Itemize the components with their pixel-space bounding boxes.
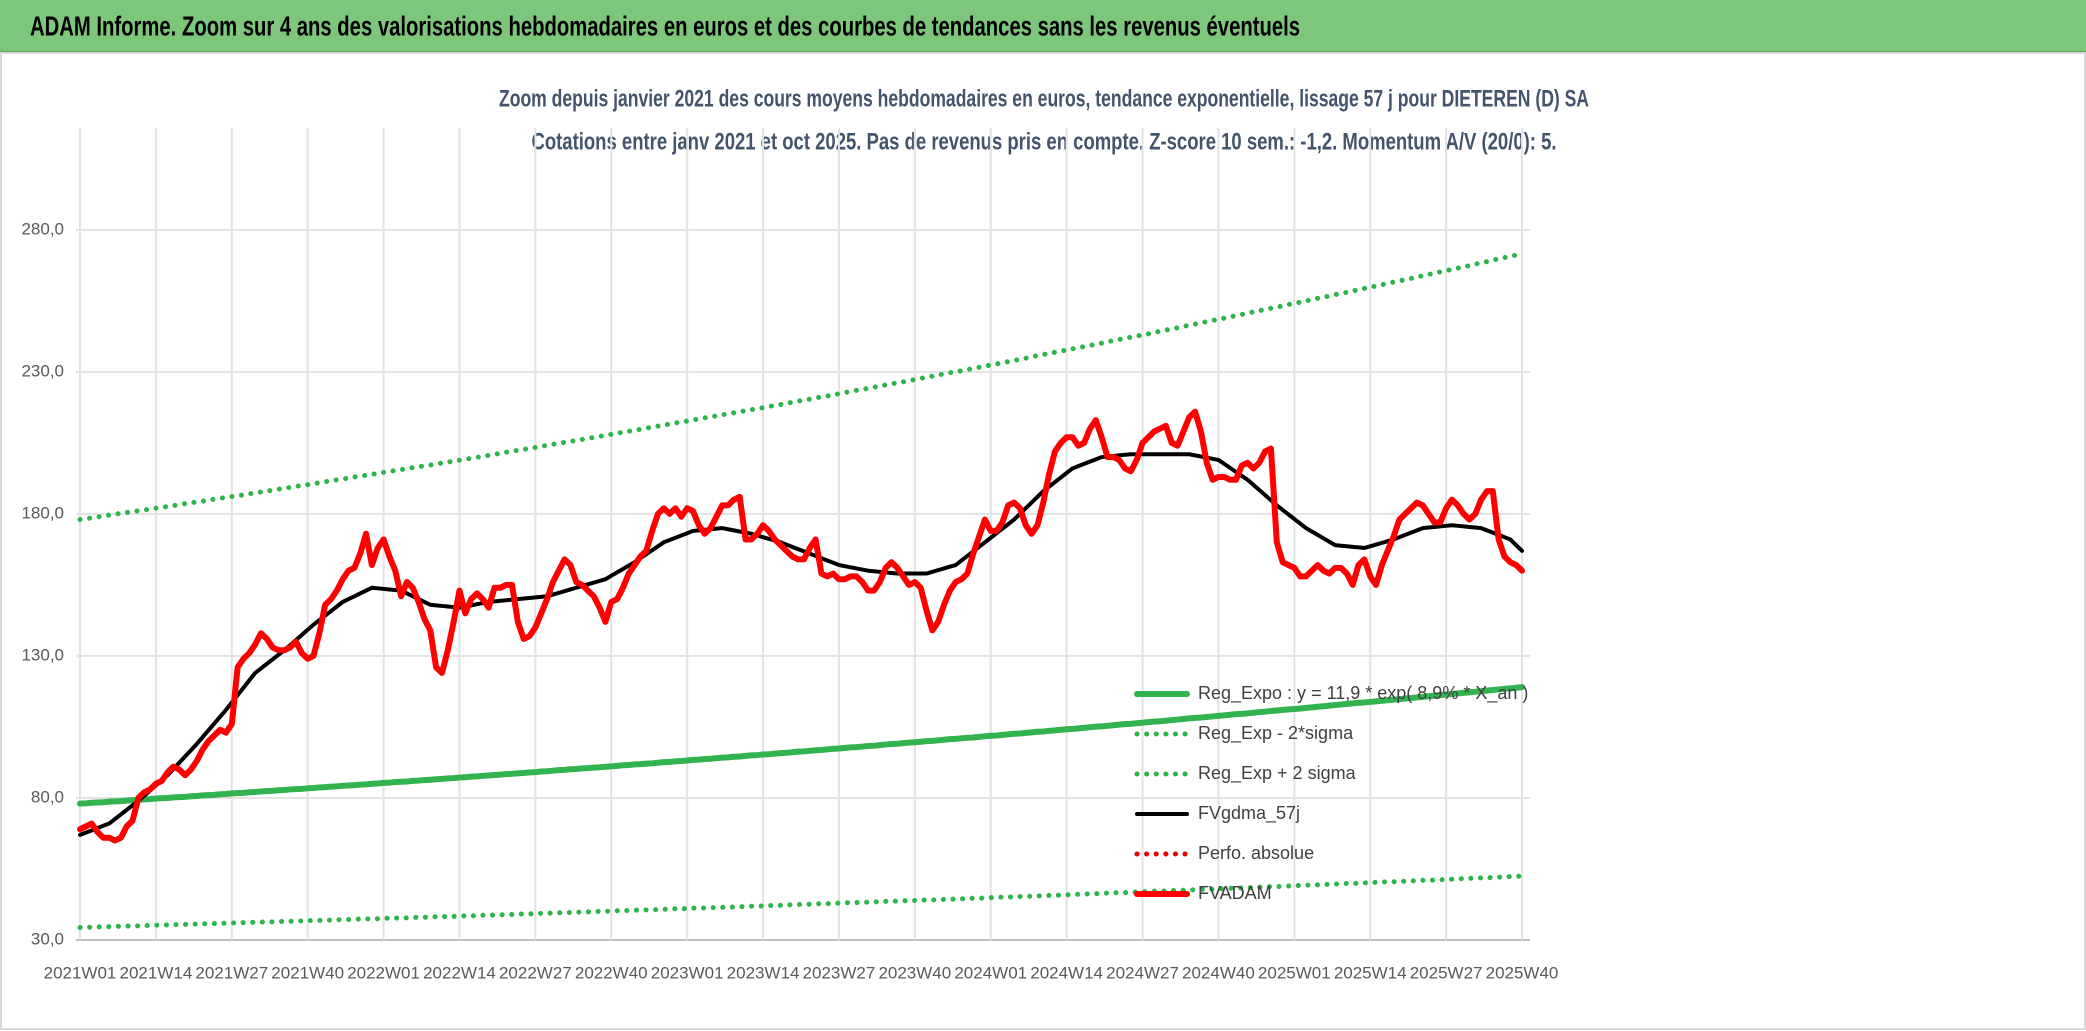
- x-tick-label: 2021W01: [44, 963, 117, 982]
- header-title: ADAM Informe. Zoom sur 4 ans des valoris…: [30, 10, 1300, 41]
- x-tick-label: 2022W01: [347, 963, 420, 982]
- x-tick-label: 2023W40: [878, 963, 951, 982]
- x-tick-label: 2022W27: [499, 963, 572, 982]
- y-tick-label: 280,0: [21, 219, 64, 238]
- legend-label: FVADAM: [1198, 883, 1272, 903]
- legend-label: Perfo. absolue: [1198, 843, 1314, 863]
- x-tick-label: 2024W01: [954, 963, 1027, 982]
- x-tick-label: 2021W40: [271, 963, 344, 982]
- y-tick-label: 130,0: [21, 645, 64, 664]
- x-tick-label: 2021W14: [120, 963, 193, 982]
- y-tick-label: 80,0: [31, 787, 64, 806]
- series-line: [77, 408, 1525, 844]
- x-tick-label: 2024W27: [1106, 963, 1179, 982]
- legend-label: FVgdma_57j: [1198, 803, 1300, 824]
- x-tick-label: 2021W27: [195, 963, 268, 982]
- chart-border: [0, 52, 2086, 1030]
- x-tick-label: 2025W40: [1486, 963, 1559, 982]
- x-tick-label: 2022W14: [423, 963, 496, 982]
- chart-title: Zoom depuis janvier 2021 des cours moyen…: [499, 85, 1589, 112]
- x-tick-label: 2024W40: [1182, 963, 1255, 982]
- y-tick-label: 30,0: [31, 929, 64, 948]
- legend-label: Reg_Exp - 2*sigma: [1198, 723, 1354, 744]
- y-tick-label: 180,0: [21, 503, 64, 522]
- x-tick-label: 2022W40: [575, 963, 648, 982]
- x-tick-label: 2025W14: [1334, 963, 1407, 982]
- x-tick-label: 2023W01: [651, 963, 724, 982]
- legend-label: Reg_Exp + 2 sigma: [1198, 763, 1357, 784]
- series-line: [77, 251, 1525, 523]
- header-bar: [0, 0, 2086, 52]
- y-tick-label: 230,0: [21, 361, 64, 380]
- x-tick-label: 2023W27: [803, 963, 876, 982]
- legend: Reg_Expo : y = 11,9 * exp( 8,9% * X_an )…: [1134, 683, 1528, 903]
- series-line: [77, 684, 1525, 807]
- plot: [77, 251, 1525, 930]
- series-line: [77, 873, 1525, 930]
- x-tick-label: 2025W27: [1410, 963, 1483, 982]
- x-tick-label: 2025W01: [1258, 963, 1331, 982]
- chart-subtitle: Cotations entre janv 2021 et oct 2025. P…: [532, 128, 1557, 155]
- x-tick-label: 2024W14: [1030, 963, 1103, 982]
- x-tick-label: 2023W14: [727, 963, 800, 982]
- legend-label: Reg_Expo : y = 11,9 * exp( 8,9% * X_an ): [1198, 683, 1528, 704]
